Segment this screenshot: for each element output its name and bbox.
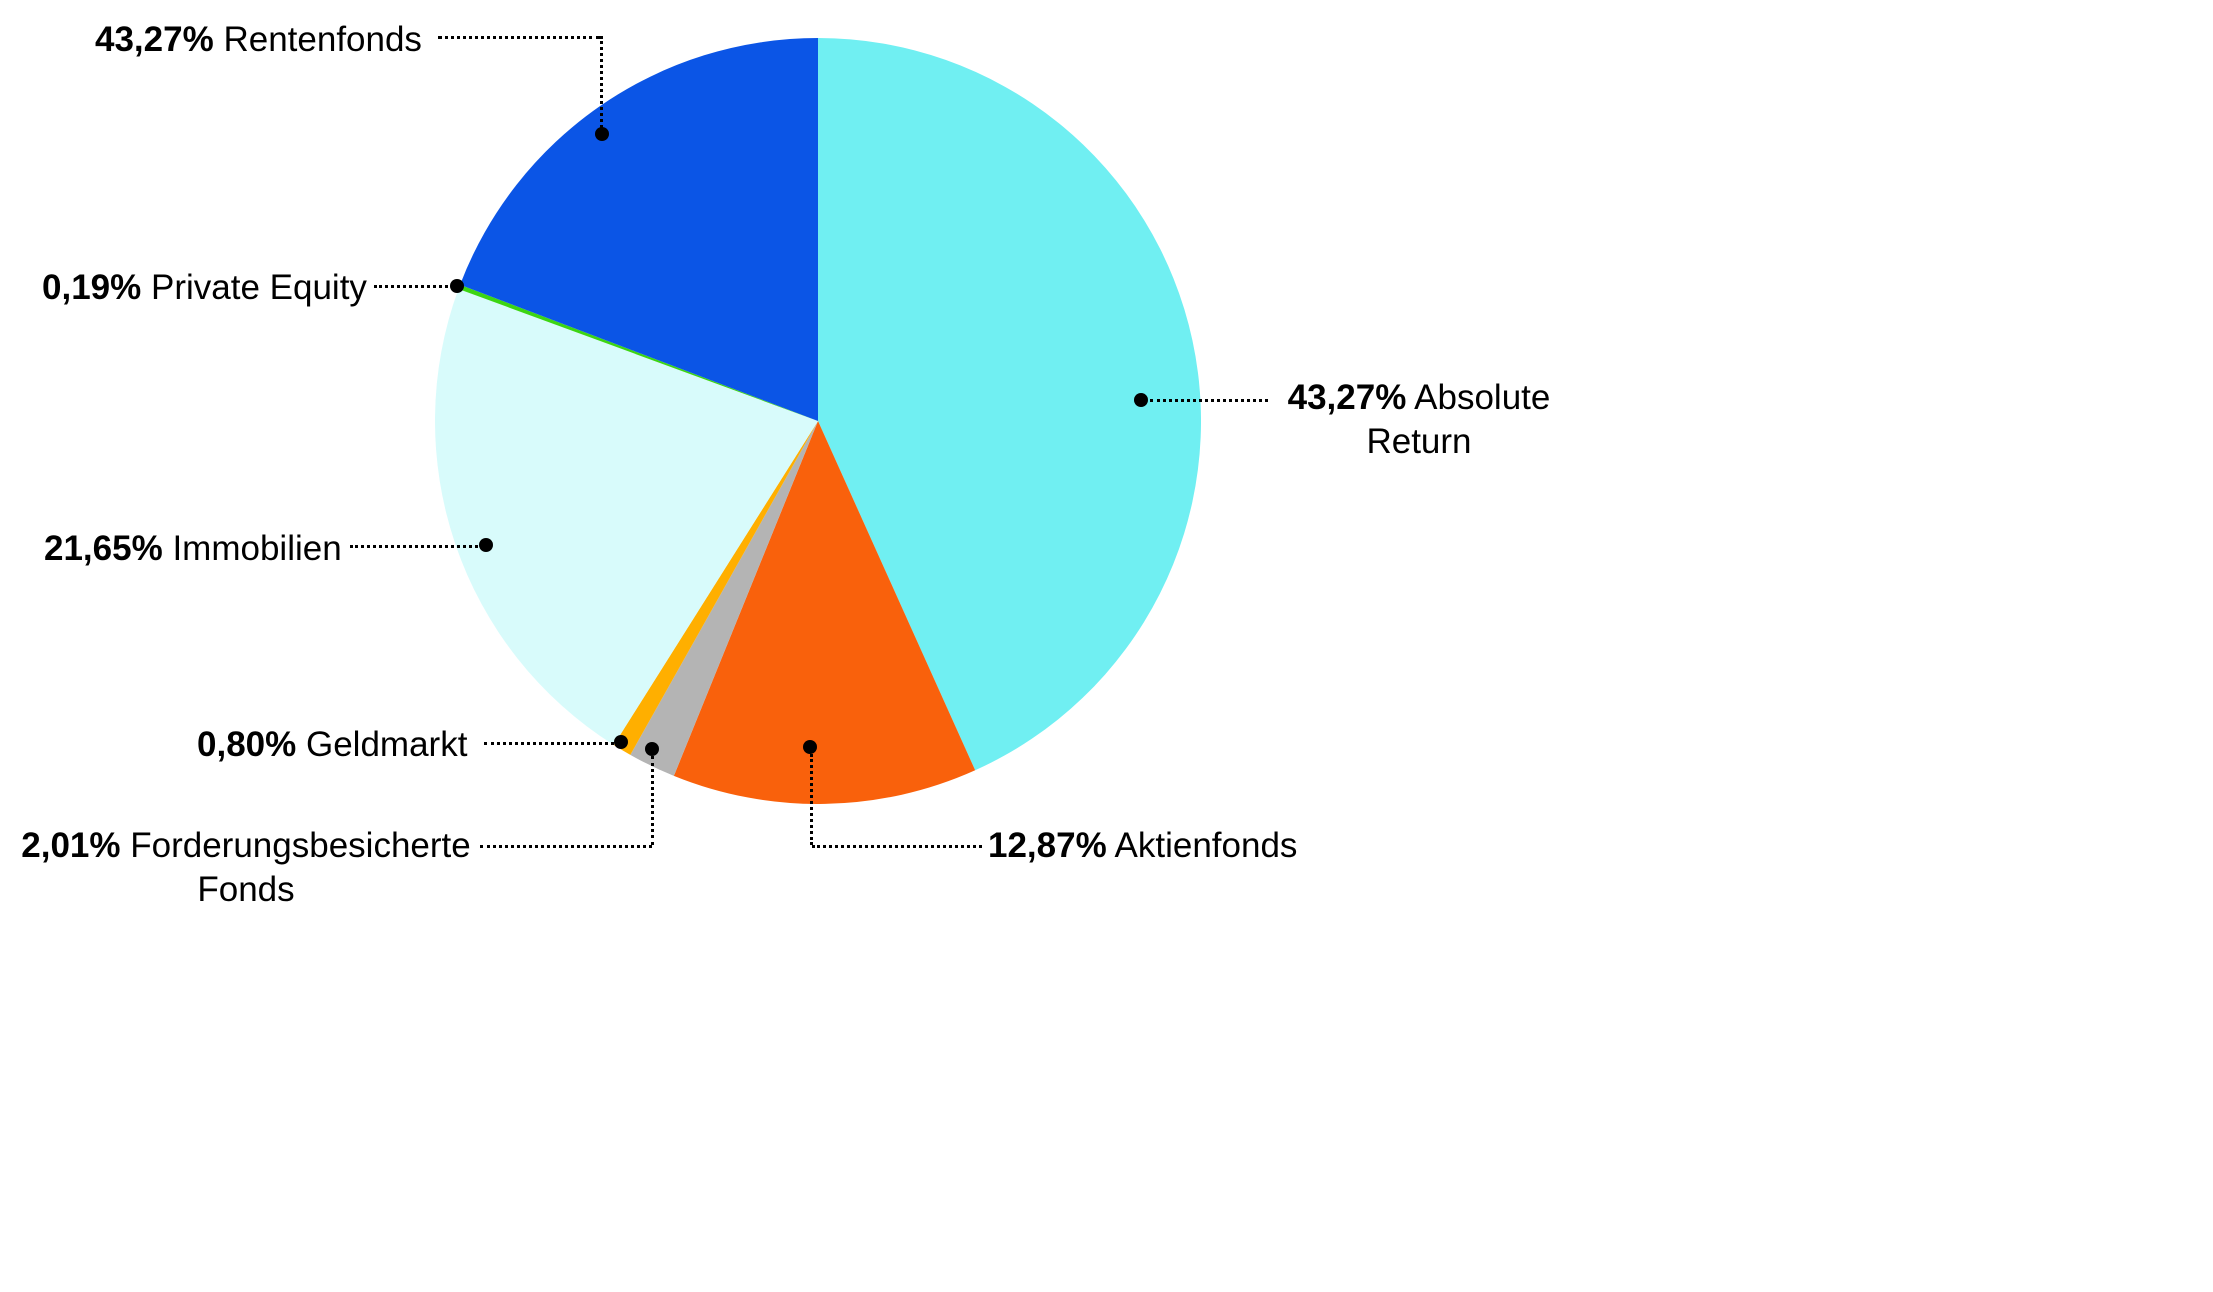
label-private-equity-value: 0,19%: [42, 268, 142, 307]
label-geldmarkt: 0,80% Geldmarkt: [197, 723, 467, 767]
leader-line-forderungsbesicherte-v: [651, 756, 654, 845]
label-geldmarkt-text: Geldmarkt: [305, 725, 468, 764]
leader-dot-rentenfonds: [595, 127, 609, 141]
label-absolute-return: 43,27% Absolute Return: [1278, 376, 1560, 464]
pie-slice-forderungsbesicherte-fonds: [630, 421, 818, 776]
leader-dot-geldmarkt: [614, 735, 628, 749]
label-immobilien: 21,65% Immobilien: [44, 527, 342, 571]
leader-line-rentenfonds-h: [438, 36, 600, 39]
leader-dot-immobilien: [479, 538, 493, 552]
label-absolute-return-text: Absolute Return: [1366, 378, 1551, 461]
label-absolute-return-value: 43,27%: [1287, 378, 1407, 417]
label-private-equity: 0,19% Private Equity: [42, 266, 367, 310]
leader-dot-private-equity: [450, 279, 464, 293]
label-aktienfonds-text: Aktienfonds: [1114, 826, 1298, 865]
leader-line-private-equity-h: [374, 285, 448, 288]
label-rentenfonds-value: 43,27%: [95, 20, 214, 59]
label-rentenfonds-text: Rentenfonds: [223, 20, 422, 59]
label-aktienfonds-value: 12,87%: [988, 826, 1107, 865]
leader-dot-forderungsbesicherte: [645, 742, 659, 756]
leader-line-rentenfonds-v: [600, 36, 603, 128]
pie-slice-rentenfonds: [460, 38, 818, 421]
label-immobilien-value: 21,65%: [44, 529, 163, 568]
label-aktienfonds: 12,87% Aktienfonds: [988, 824, 1297, 868]
pie-slice-immobilien: [435, 289, 818, 746]
pie-slice-absolute-return: [818, 38, 1201, 771]
label-forderungsbesicherte-fonds-text: Forderungsbesicherte Fonds: [130, 826, 471, 909]
label-geldmarkt-value: 0,80%: [197, 725, 297, 764]
label-rentenfonds: 43,27% Rentenfonds: [95, 18, 422, 62]
pie-chart: [435, 38, 1201, 804]
leader-line-aktienfonds-v: [810, 754, 813, 845]
label-forderungsbesicherte-fonds: 2,01% Forderungsbesicherte Fonds: [20, 824, 472, 912]
leader-line-immobilien-h: [350, 545, 478, 548]
label-immobilien-text: Immobilien: [172, 529, 342, 568]
leader-line-forderungsbesicherte-h: [480, 845, 652, 848]
pie-slice-geldmarkt: [613, 421, 818, 755]
pie-slice-aktienfonds: [673, 421, 976, 804]
label-private-equity-text: Private Equity: [150, 268, 367, 307]
leader-line-aktienfonds-h: [812, 845, 982, 848]
pie-slice-private-equity: [458, 284, 818, 421]
leader-line-geldmarkt-h: [484, 742, 614, 745]
leader-dot-absolute-return: [1134, 393, 1148, 407]
leader-dot-aktienfonds: [803, 740, 817, 754]
label-forderungsbesicherte-fonds-value: 2,01%: [21, 826, 121, 865]
leader-line-absolute-return-h: [1150, 399, 1268, 402]
